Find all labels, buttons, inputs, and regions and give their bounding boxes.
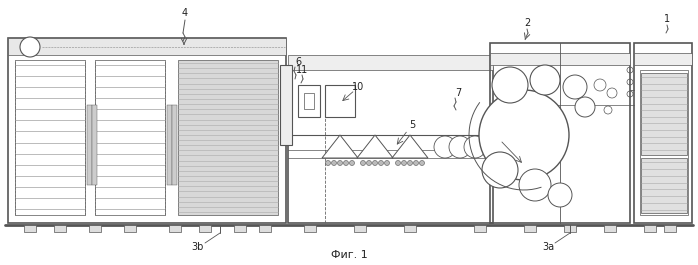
Circle shape [548,183,572,207]
Circle shape [371,140,379,148]
Circle shape [332,161,336,166]
Bar [298,85,320,117]
Text: 4: 4 [182,8,188,18]
Bar [634,43,692,223]
Bar [604,225,616,232]
Bar [92,105,97,185]
Bar [167,105,172,185]
Bar [644,225,656,232]
Circle shape [575,97,595,117]
Circle shape [378,161,383,166]
Circle shape [325,161,330,166]
Circle shape [396,161,401,166]
Text: 7: 7 [455,88,461,98]
Bar [234,225,246,232]
Circle shape [350,161,355,166]
Circle shape [343,161,348,166]
Circle shape [408,161,413,166]
Text: Фиг. 1: Фиг. 1 [331,250,367,260]
Bar [404,225,416,232]
Circle shape [519,169,551,201]
Bar [8,38,286,55]
Bar [178,60,278,215]
Bar [54,225,66,232]
Bar [8,38,286,223]
Text: 3b: 3b [192,242,205,252]
Bar [280,65,292,145]
Polygon shape [357,135,393,158]
Bar [288,55,493,70]
Text: 5: 5 [409,120,415,130]
Text: 1: 1 [664,14,670,24]
Bar [641,73,687,155]
Circle shape [419,161,424,166]
Circle shape [563,75,587,99]
Bar [124,225,136,232]
Circle shape [434,136,456,158]
Bar [288,68,493,223]
Bar [490,43,630,223]
Bar [24,225,36,232]
Circle shape [413,161,419,166]
Circle shape [20,37,40,57]
Text: 11: 11 [296,65,308,75]
Bar [15,60,85,215]
Bar [490,53,630,65]
Bar [259,225,271,232]
Circle shape [482,152,518,188]
Circle shape [479,90,569,180]
Bar [664,225,676,232]
Bar [564,225,576,232]
Text: 2: 2 [524,18,530,28]
Bar [325,85,355,117]
Circle shape [401,161,406,166]
Text: 10: 10 [352,82,364,92]
Bar [474,225,486,232]
Bar [169,225,181,232]
Circle shape [360,161,366,166]
Circle shape [373,161,378,166]
Bar [524,225,536,232]
Bar [304,225,316,232]
Polygon shape [322,135,358,158]
Bar [95,60,165,215]
Bar [87,105,92,185]
Circle shape [449,136,471,158]
Text: 6: 6 [295,57,301,67]
Circle shape [530,65,560,95]
Circle shape [406,140,414,148]
Circle shape [366,161,371,166]
Bar [640,70,688,215]
Circle shape [492,67,528,103]
Circle shape [336,140,344,148]
Circle shape [338,161,343,166]
Bar [641,158,687,213]
Bar [304,93,314,109]
Bar [89,225,101,232]
Bar [172,105,177,185]
Circle shape [464,136,486,158]
Text: 3a: 3a [542,242,554,252]
Bar [354,225,366,232]
Circle shape [385,161,389,166]
Bar [199,225,211,232]
Bar [634,53,692,65]
Polygon shape [392,135,428,158]
